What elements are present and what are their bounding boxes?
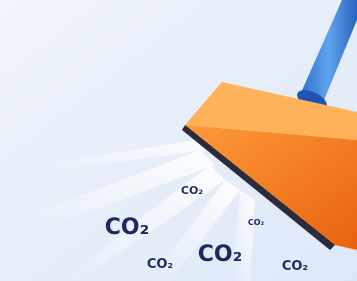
page: CO₂ CO₂ CO₂ CO₂ CO₂ CO₂ (() => { const d… <box>0 0 357 281</box>
co2-label: CO₂ <box>248 218 265 227</box>
illustration: CO₂ CO₂ CO₂ CO₂ CO₂ CO₂ <box>0 0 357 281</box>
co2-label: CO₂ <box>105 215 149 240</box>
co2-label: CO₂ <box>198 242 242 267</box>
co2-label: CO₂ <box>282 259 308 274</box>
co2-label: CO₂ <box>147 257 173 272</box>
co2-label: CO₂ <box>181 184 203 197</box>
